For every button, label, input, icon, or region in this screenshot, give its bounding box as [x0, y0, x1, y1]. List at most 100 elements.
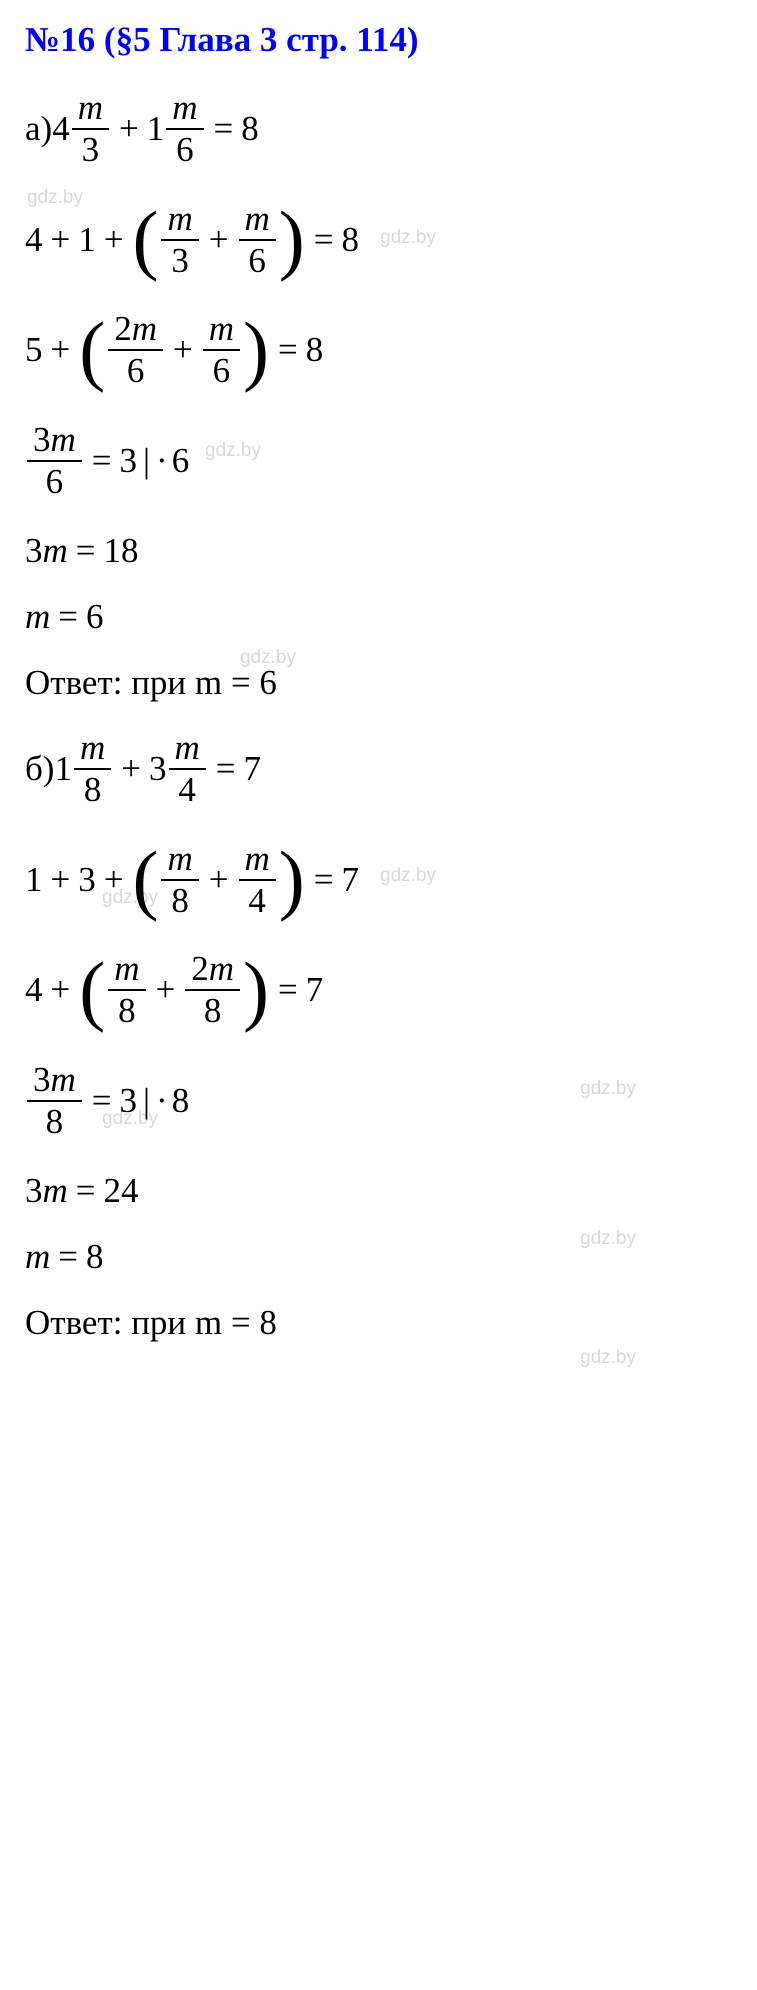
lparen: (: [133, 212, 159, 267]
frac-a3-1: 2m 6: [108, 309, 163, 392]
plus: +: [209, 860, 229, 900]
equals: =: [58, 597, 78, 637]
rparen: ): [279, 852, 305, 907]
dot: ·: [156, 441, 168, 481]
whole-b1-1: 1: [54, 749, 72, 789]
mult-a4: 6: [172, 441, 190, 481]
dot: ·: [156, 1081, 168, 1121]
rhs-b4: 3: [120, 1081, 138, 1121]
answer-a: gdz.by Ответ: при m = 6: [25, 662, 732, 704]
rhs-a2: 8: [342, 220, 360, 260]
frac-b1-2: m 4: [169, 728, 206, 811]
eq-b2: gdz.by gdz.by 1 + 3 + ( m 8 + m 4 ) = 7: [25, 839, 732, 922]
plus: +: [51, 330, 71, 370]
plus: +: [51, 220, 71, 260]
lparen: (: [79, 963, 105, 1018]
pipe: |: [143, 1081, 150, 1121]
watermark-icon: gdz.by: [580, 1347, 636, 1369]
rparen: ): [243, 963, 269, 1018]
eq-b1: б) 1 m 8 + 3 m 4 = 7: [25, 728, 732, 811]
plus: +: [209, 220, 229, 260]
plus: +: [51, 970, 71, 1010]
frac-b2-1: m 8: [161, 839, 198, 922]
problem-title: №16 (§5 Глава 3 стр. 114): [25, 20, 732, 60]
equals: =: [216, 749, 236, 789]
lhs-b6: m: [25, 1237, 50, 1277]
rhs-a4: 3: [120, 441, 138, 481]
plus: +: [51, 860, 71, 900]
rhs-a3: 8: [306, 330, 324, 370]
pipe: |: [143, 441, 150, 481]
watermark-icon: gdz.by: [205, 440, 261, 462]
lhs-a2-1: 4: [25, 220, 43, 260]
lparen: (: [79, 323, 105, 378]
equals: =: [278, 330, 298, 370]
frac-a3-2: m 6: [203, 309, 240, 392]
label-a: а): [25, 109, 52, 149]
frac-a1-1: m 3: [72, 88, 109, 171]
plus: +: [104, 220, 124, 260]
equals: =: [92, 441, 112, 481]
rparen: ): [279, 212, 305, 267]
equals: =: [58, 1237, 78, 1277]
frac-a2-2: m 6: [239, 199, 276, 282]
rhs-a1: 8: [241, 109, 259, 149]
lhs-a2-2: 1: [78, 220, 96, 260]
whole-b1-2: 3: [149, 749, 167, 789]
frac-b3-2: 2m 8: [185, 949, 240, 1032]
lhs-b2-1: 1: [25, 860, 43, 900]
plus: +: [104, 860, 124, 900]
eq-b3: 4 + ( m 8 + 2m 8 ) = 7: [25, 949, 732, 1032]
plus: +: [156, 970, 176, 1010]
equals: =: [76, 1171, 96, 1211]
frac-b1-1: m 8: [74, 728, 111, 811]
mult-b4: 8: [172, 1081, 190, 1121]
lhs-a6: m: [25, 597, 50, 637]
eq-a6: m = 6: [25, 596, 732, 638]
frac-a1-2: m 6: [166, 88, 203, 171]
eq-a1: а) 4 m 3 + 1 m 6 = 8: [25, 88, 732, 171]
equals: =: [92, 1081, 112, 1121]
label-b: б): [25, 749, 54, 789]
eq-b5: 3m = 24: [25, 1170, 732, 1212]
watermark-icon: gdz.by: [380, 865, 436, 887]
rhs-b6: 8: [86, 1237, 104, 1277]
frac-b2-2: m 4: [239, 839, 276, 922]
answer-b: gdz.by Ответ: при m = 8: [25, 1302, 732, 1344]
rparen: ): [243, 323, 269, 378]
lparen: (: [133, 852, 159, 907]
whole-a1-2: 1: [147, 109, 165, 149]
plus: +: [173, 330, 193, 370]
rhs-b2: 7: [342, 860, 360, 900]
frac-a2-1: m 3: [161, 199, 198, 282]
answer-a-text: Ответ: при m = 6: [25, 663, 277, 703]
rhs-b3: 7: [306, 970, 324, 1010]
frac-a4: 3m 6: [27, 420, 82, 503]
eq-a5: 3m = 18: [25, 530, 732, 572]
watermark-icon: gdz.by: [580, 1078, 636, 1100]
eq-a3: 5 + ( 2m 6 + m 6 ) = 8: [25, 309, 732, 392]
plus: +: [119, 109, 139, 149]
rhs-a6: 6: [86, 597, 104, 637]
eq-b6: gdz.by m = 8: [25, 1236, 732, 1278]
frac-b4: 3m 8: [27, 1060, 82, 1143]
lhs-b3: 4: [25, 970, 43, 1010]
rhs-a5: 18: [104, 531, 139, 571]
whole-a1-1: 4: [52, 109, 70, 149]
watermark-icon: gdz.by: [380, 227, 436, 249]
watermark-icon: gdz.by: [580, 1228, 636, 1250]
rhs-b5: 24: [104, 1171, 139, 1211]
equals: =: [76, 531, 96, 571]
eq-a2: gdz.by gdz.by 4 + 1 + ( m 3 + m 6 ) = 8: [25, 199, 732, 282]
lhs-a3: 5: [25, 330, 43, 370]
rhs-b1: 7: [244, 749, 262, 789]
equals: =: [314, 860, 334, 900]
lhs-b2-2: 3: [78, 860, 96, 900]
answer-b-text: Ответ: при m = 8: [25, 1303, 277, 1343]
plus: +: [121, 749, 141, 789]
eq-b4: gdz.by gdz.by 3m 8 = 3 | · 8: [25, 1060, 732, 1143]
equals: =: [278, 970, 298, 1010]
eq-a4: gdz.by 3m 6 = 3 | · 6: [25, 420, 732, 503]
frac-b3-1: m 8: [108, 949, 145, 1032]
equals: =: [314, 220, 334, 260]
